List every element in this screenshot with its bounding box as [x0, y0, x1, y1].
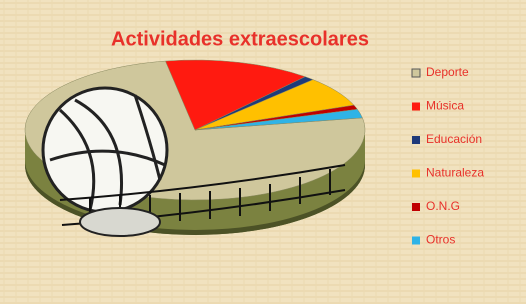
ball-shadow-decoration [80, 208, 160, 236]
legend-label: Naturaleza [426, 166, 484, 180]
legend-swatch [412, 237, 420, 245]
volleyball-decoration [43, 88, 167, 212]
legend-label: Deporte [426, 65, 469, 79]
legend-swatch [412, 69, 420, 77]
legend-label: Educación [426, 132, 482, 146]
legend-swatch [412, 170, 420, 178]
legend-label: Otros [426, 233, 455, 247]
legend-swatch [412, 136, 420, 144]
legend-label: Música [426, 99, 464, 113]
legend-label: O.N.G [426, 199, 460, 213]
legend-swatch [412, 103, 420, 111]
legend-swatch [412, 203, 420, 211]
chart-title: Actividades extraescolares [111, 28, 369, 50]
chart: Actividades extraescolares Deporte Música… [0, 0, 526, 304]
